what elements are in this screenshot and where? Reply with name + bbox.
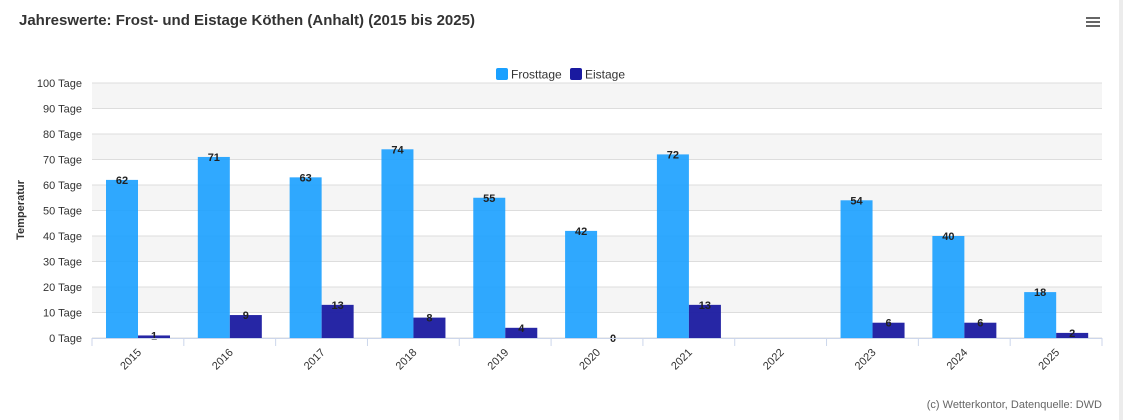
legend-swatch [496, 68, 508, 80]
data-label: 4 [518, 323, 525, 335]
x-tick-label: 2016 [210, 347, 236, 373]
bar-eistage [1056, 332, 1089, 338]
data-label: 72 [667, 149, 679, 161]
bar-frosttage [932, 236, 965, 338]
x-tick-label: 2015 [118, 347, 144, 373]
bar-eistage [505, 327, 538, 338]
legend-label: Eistage [585, 68, 625, 82]
y-tick-label: 50 Tage [43, 206, 82, 218]
bar-eistage [321, 304, 354, 338]
plot-band [92, 185, 1102, 211]
bar-frosttage [840, 200, 873, 338]
x-tick-label: 2020 [577, 347, 603, 373]
y-tick-label: 10 Tage [43, 308, 82, 320]
x-axis: 2015 2016 2017 2018 2019 2020 2021 2022 2023 2024… [91, 338, 1103, 373]
y-tick-label: 100 Tage [37, 78, 82, 90]
chart-title: Jahreswerte: Frost- und Eistage Köthen (… [19, 12, 475, 29]
credits-text: (c) Wetterkontor, Datenquelle: DWD [926, 399, 1102, 411]
data-label: 74 [391, 144, 404, 156]
bar-eistage [229, 315, 262, 338]
bar-frosttage [106, 179, 138, 338]
data-label: 1 [151, 330, 157, 342]
bar-frosttage [197, 156, 230, 338]
y-tick-label: 0 Tage [49, 333, 82, 345]
x-tick-label: 2025 [1036, 347, 1062, 373]
bar-series [106, 149, 1089, 338]
data-label: 13 [332, 300, 344, 312]
bar-frosttage [565, 230, 598, 338]
legend-label: Frosttage [511, 68, 562, 82]
data-label: 9 [243, 310, 249, 322]
bar-frosttage [656, 154, 689, 338]
bar-frosttage [289, 177, 322, 338]
legend-item-frosttage[interactable]: Frosttage [496, 68, 562, 82]
data-labels: 62716374554272544018191384013662 [116, 144, 1075, 345]
x-tick-label: 2024 [945, 347, 971, 373]
data-label: 13 [699, 300, 711, 312]
bar-eistage [413, 317, 446, 338]
y-tick-label: 90 Tage [43, 104, 82, 116]
data-label: 62 [116, 175, 128, 187]
data-label: 8 [426, 313, 432, 325]
y-axis-ticks: 0 Tage 10 Tage 20 Tage 30 Tage 40 Tage 50 Tag… [37, 78, 82, 345]
data-label: 6 [885, 318, 891, 330]
data-label: 55 [483, 193, 495, 205]
bar-frosttage [381, 149, 414, 338]
x-tick-label: 2023 [853, 347, 879, 373]
y-tick-label: 70 Tage [43, 155, 82, 167]
bar-eistage [964, 322, 997, 338]
data-label: 40 [942, 231, 954, 243]
bar-frosttage [1024, 292, 1057, 338]
bar-frosttage [473, 197, 506, 338]
hamburger-menu-icon[interactable] [1084, 14, 1102, 30]
plot-band [92, 134, 1102, 160]
bar-eistage [688, 304, 721, 338]
data-label: 54 [850, 195, 863, 207]
y-tick-label: 30 Tage [43, 257, 82, 269]
legend-swatch [570, 68, 582, 80]
data-label: 18 [1034, 287, 1046, 299]
x-tick-label: 2018 [394, 347, 420, 373]
data-label: 6 [977, 318, 983, 330]
x-tick-label: 2019 [486, 347, 512, 373]
y-tick-label: 60 Tage [43, 180, 82, 192]
legend: Frosttage Eistage [496, 68, 625, 82]
y-tick-label: 40 Tage [43, 231, 82, 243]
legend-item-eistage[interactable]: Eistage [570, 68, 625, 82]
data-label: 2 [1069, 328, 1075, 340]
y-tick-label: 20 Tage [43, 282, 82, 294]
plot-band [92, 83, 1102, 109]
x-tick-label: 2017 [302, 347, 328, 373]
frame-edge [1119, 0, 1123, 420]
x-tick-label: 2021 [669, 347, 695, 373]
y-tick-label: 80 Tage [43, 129, 82, 141]
bar-eistage [138, 335, 170, 338]
data-label: 71 [208, 152, 220, 164]
data-label: 63 [300, 172, 312, 184]
data-label: 42 [575, 226, 587, 238]
y-axis-label: Temperatur [15, 179, 27, 239]
bar-eistage [872, 322, 905, 338]
x-tick-label: 2022 [761, 347, 787, 373]
